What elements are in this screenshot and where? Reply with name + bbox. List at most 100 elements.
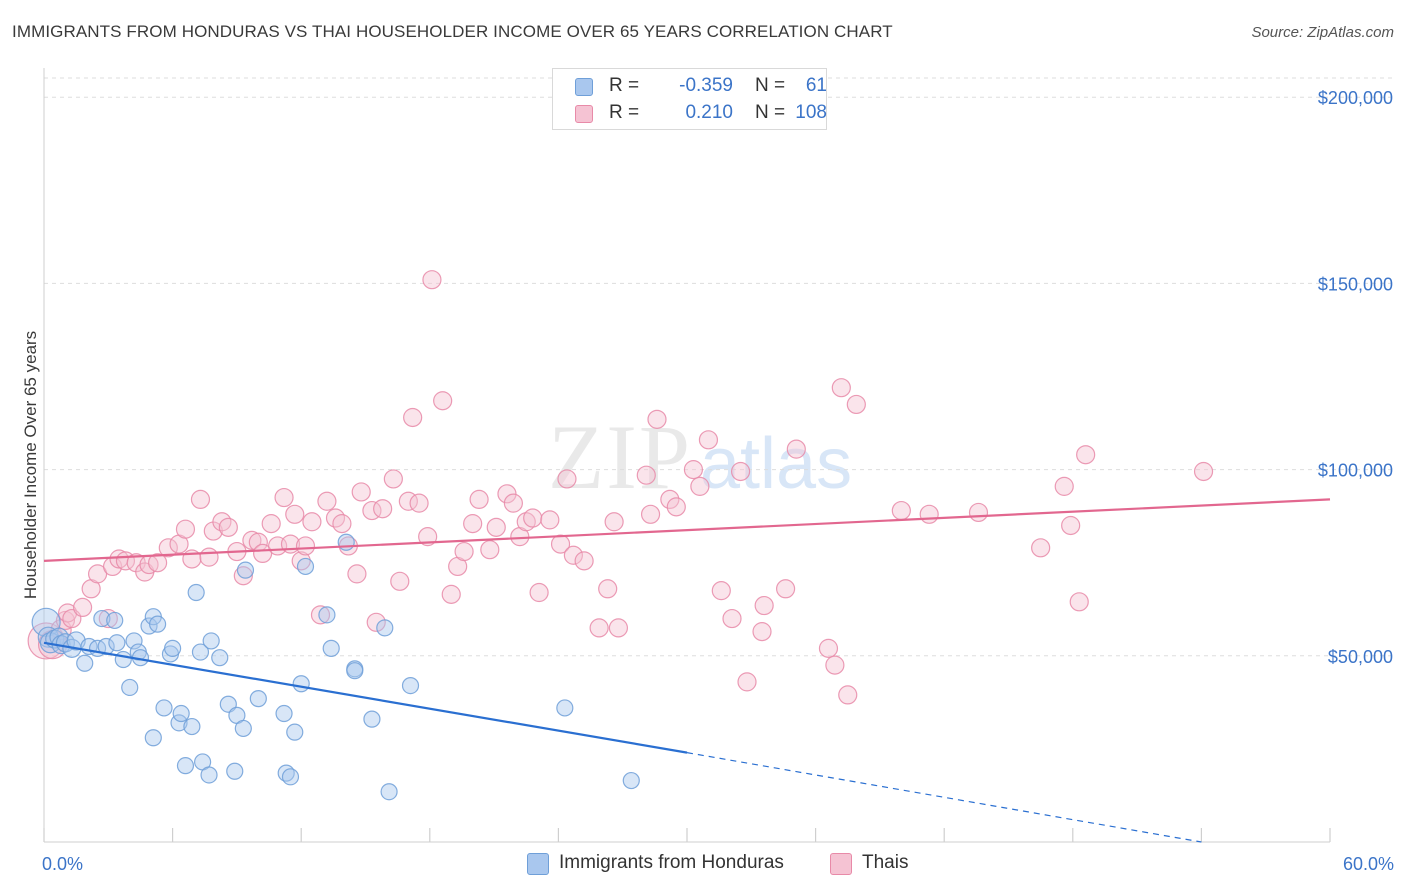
data-point bbox=[233, 566, 253, 586]
data-point bbox=[285, 504, 305, 524]
data-point bbox=[175, 519, 196, 539]
legend-r-label: R = bbox=[609, 75, 640, 96]
data-point bbox=[106, 611, 124, 630]
data-point bbox=[711, 581, 731, 601]
data-point bbox=[608, 618, 629, 638]
data-point bbox=[563, 545, 584, 565]
data-point bbox=[636, 465, 656, 485]
data-point bbox=[825, 655, 845, 675]
data-point bbox=[683, 460, 704, 480]
data-point bbox=[274, 487, 294, 508]
data-point bbox=[454, 541, 474, 562]
data-point bbox=[730, 461, 751, 482]
data-point bbox=[373, 499, 393, 519]
data-point bbox=[295, 536, 316, 556]
data-point bbox=[158, 538, 178, 558]
data-point bbox=[698, 430, 719, 450]
data-point bbox=[249, 690, 267, 708]
data-point bbox=[604, 512, 624, 532]
data-point bbox=[640, 504, 661, 524]
bottom-legend-swatch-honduras bbox=[527, 853, 549, 875]
data-point bbox=[376, 619, 394, 637]
data-point bbox=[891, 500, 911, 521]
data-point bbox=[433, 391, 453, 411]
data-point bbox=[968, 502, 989, 523]
data-point bbox=[363, 710, 381, 728]
bottom-legend-honduras: Immigrants from Honduras bbox=[527, 850, 817, 878]
legend-n-value: 61 bbox=[805, 75, 827, 96]
data-point bbox=[302, 512, 322, 532]
data-point bbox=[1061, 515, 1081, 536]
data-point bbox=[275, 704, 293, 723]
data-point bbox=[172, 704, 190, 723]
data-point bbox=[1031, 538, 1051, 558]
data-point bbox=[347, 564, 367, 584]
data-point bbox=[318, 606, 336, 624]
data-point bbox=[722, 608, 742, 629]
bottom-legend-thais: Thais bbox=[830, 850, 940, 878]
legend-n-label: N = bbox=[755, 75, 786, 96]
data-point bbox=[529, 582, 549, 603]
data-point bbox=[422, 270, 442, 290]
data-point bbox=[666, 497, 686, 517]
data-point bbox=[1193, 461, 1214, 482]
data-point bbox=[401, 676, 420, 695]
data-point bbox=[332, 514, 352, 534]
data-point bbox=[236, 561, 255, 579]
y-tick-label: $50,000 bbox=[1328, 647, 1393, 667]
data-point bbox=[503, 493, 523, 513]
data-point bbox=[818, 638, 839, 658]
data-point bbox=[190, 489, 211, 510]
data-point bbox=[144, 729, 162, 747]
data-point bbox=[418, 527, 438, 547]
data-point bbox=[187, 583, 205, 602]
data-point bbox=[622, 771, 640, 790]
data-point bbox=[660, 489, 680, 510]
data-point bbox=[72, 597, 93, 618]
series-honduras bbox=[31, 533, 640, 801]
data-point bbox=[191, 643, 210, 661]
y-axis-title: Householder Income Over 65 years bbox=[21, 331, 40, 599]
data-point bbox=[737, 672, 757, 692]
data-point bbox=[125, 632, 143, 650]
data-point bbox=[540, 510, 560, 530]
data-point bbox=[337, 533, 355, 551]
x-tick-label-max: 60.0% bbox=[1343, 854, 1394, 874]
data-point bbox=[497, 484, 517, 504]
data-point bbox=[155, 699, 173, 717]
data-point bbox=[147, 553, 168, 573]
data-point bbox=[469, 489, 489, 510]
data-point bbox=[286, 723, 304, 741]
bottom-legend-label-thais: Thais bbox=[862, 852, 909, 873]
data-point bbox=[589, 618, 609, 638]
data-point bbox=[176, 757, 195, 775]
y-tick-label: $200,000 bbox=[1318, 88, 1393, 108]
data-point bbox=[838, 685, 858, 705]
data-point bbox=[383, 469, 403, 489]
data-point bbox=[291, 551, 311, 571]
data-point bbox=[108, 634, 126, 652]
legend-r-value: 0.210 bbox=[685, 102, 733, 123]
data-point bbox=[199, 547, 219, 567]
data-point bbox=[480, 540, 500, 560]
data-point bbox=[200, 766, 218, 784]
data-point bbox=[786, 439, 806, 459]
data-point bbox=[752, 622, 772, 642]
data-point bbox=[409, 493, 429, 513]
data-point bbox=[55, 610, 76, 631]
data-point bbox=[292, 675, 310, 693]
data-point bbox=[296, 557, 315, 576]
data-point bbox=[351, 482, 371, 502]
data-point bbox=[390, 571, 410, 591]
legend-r-label: R = bbox=[609, 102, 640, 123]
legend-swatch-thais bbox=[575, 105, 593, 123]
data-point bbox=[346, 662, 364, 680]
data-point bbox=[441, 584, 461, 604]
data-point bbox=[1069, 592, 1089, 612]
legend-swatch-honduras bbox=[575, 78, 593, 96]
trendlines bbox=[43, 498, 1331, 843]
data-point bbox=[919, 504, 939, 524]
data-point bbox=[242, 530, 262, 550]
x-tick-label-min: 0.0% bbox=[42, 854, 83, 874]
